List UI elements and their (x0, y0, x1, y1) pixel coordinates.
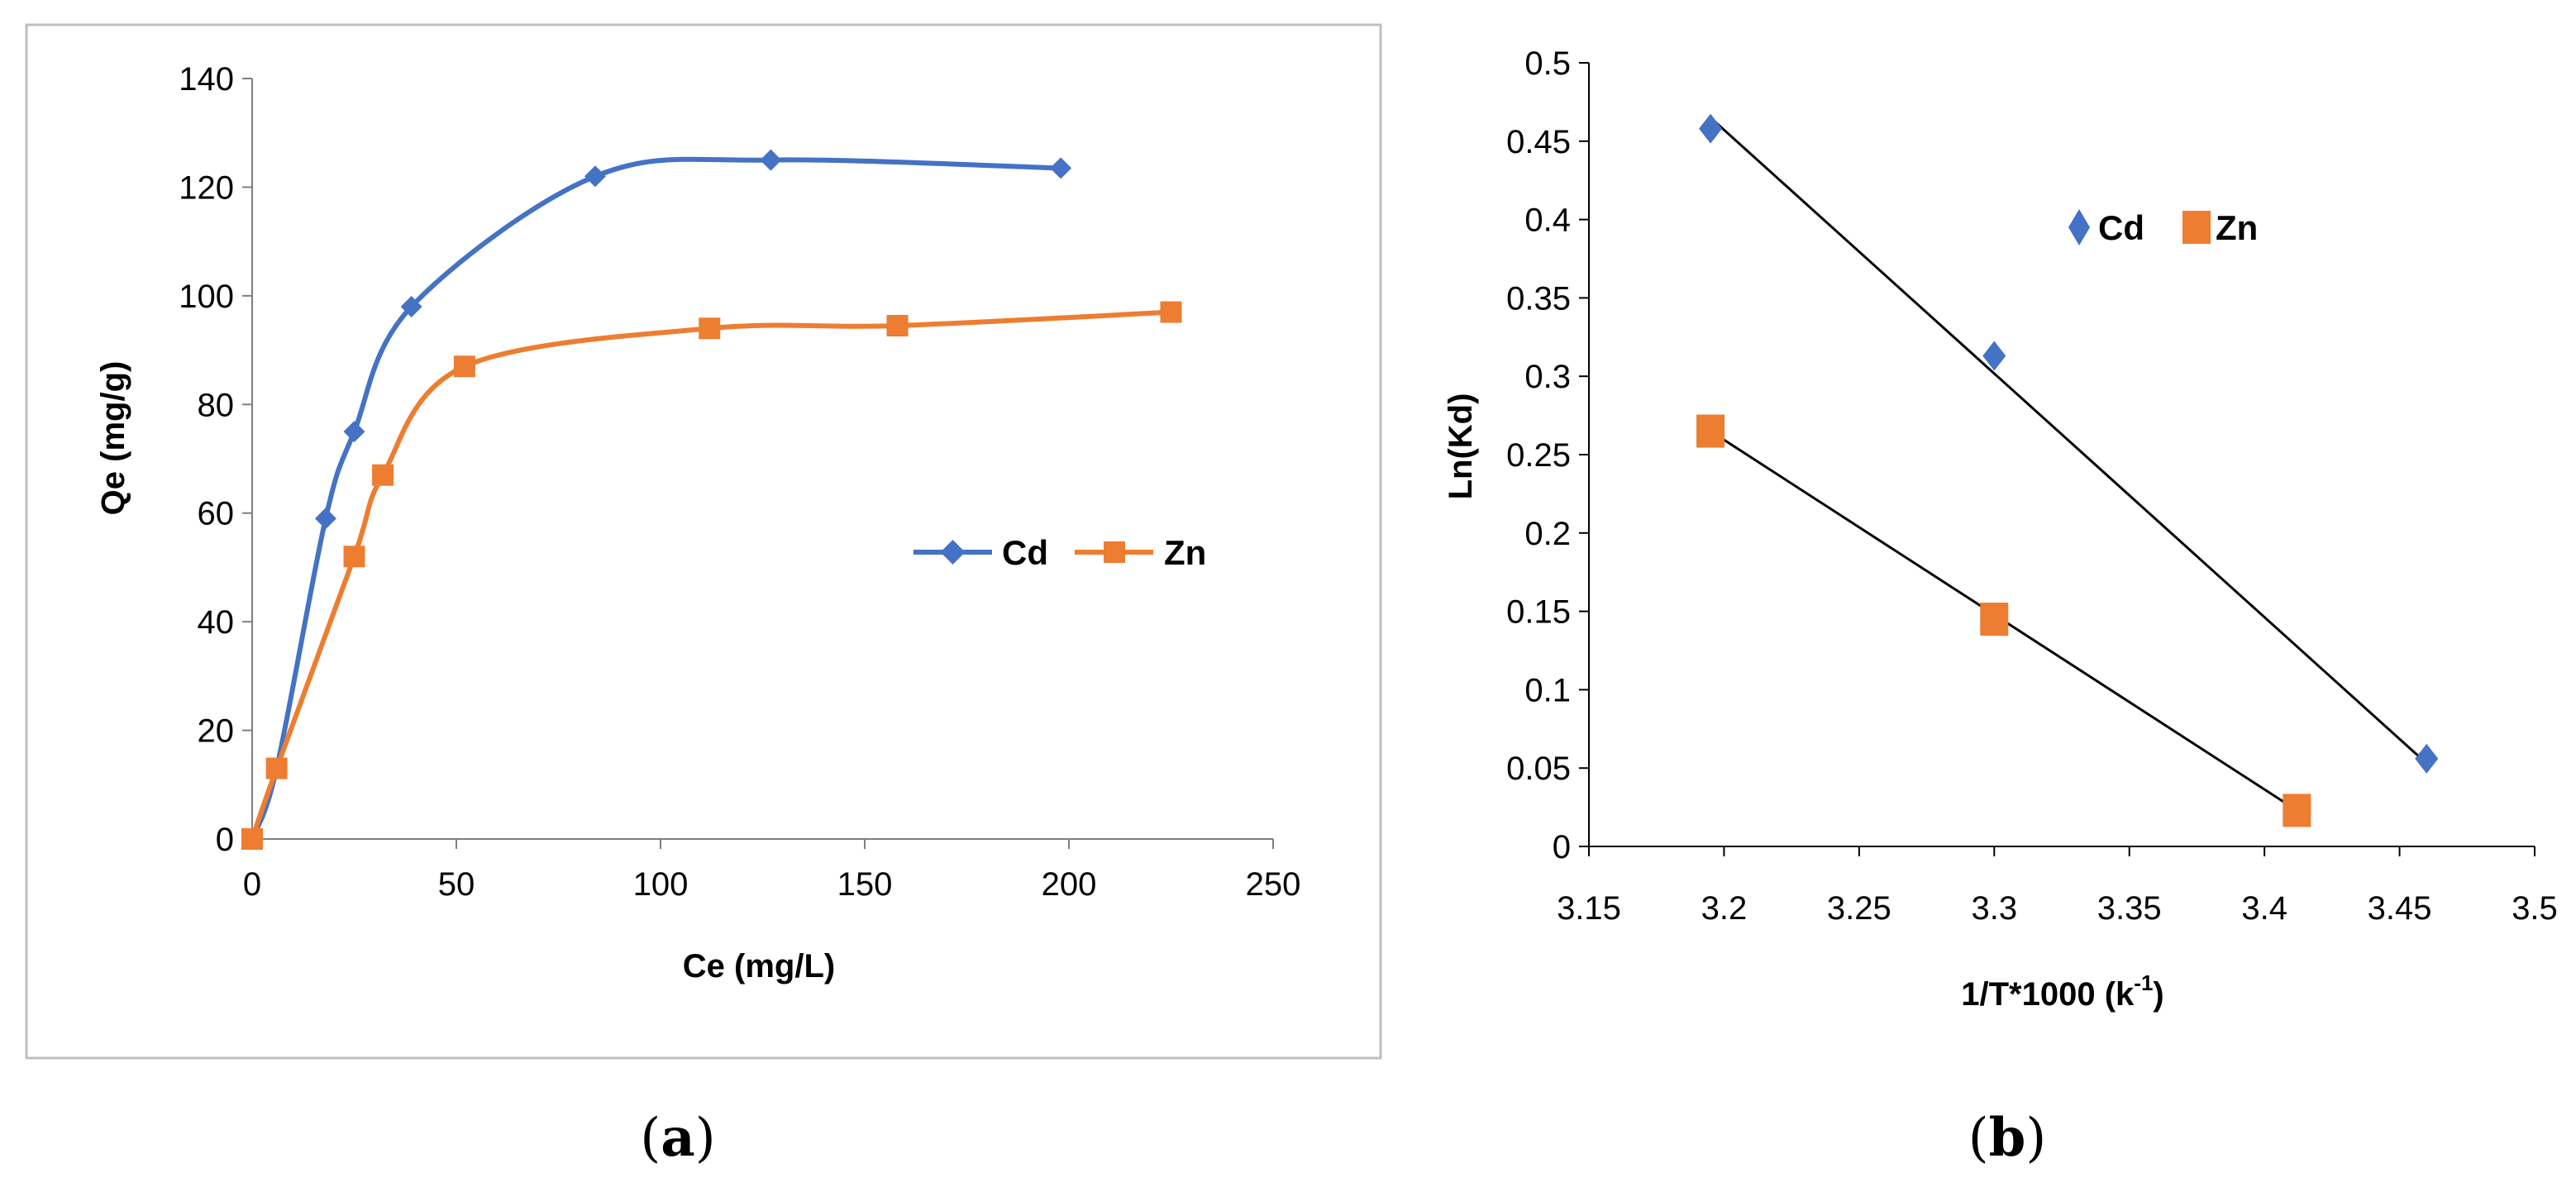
a-point-zn (241, 828, 263, 850)
a-point-zn (886, 315, 909, 336)
panel-a-axes (251, 79, 1273, 840)
b-x-tick-label: 3.15 (1557, 890, 1621, 927)
b-y-tick-label: 0.3 (1524, 359, 1571, 395)
a-y-tick-label: 120 (179, 169, 234, 206)
caption-a-letter: a (661, 1107, 694, 1169)
b-y-tick-label: 0.45 (1506, 124, 1571, 160)
b-point-zn (1696, 414, 1725, 448)
a-point-cd (1050, 157, 1072, 179)
b-x-tick-label: 3.2 (1701, 890, 1748, 927)
legend-b-zn-square-marker (2182, 211, 2211, 244)
panel-b-x-ticks: 3.15 3.2 3.25 3.3 3.35 3.4 3.45 3.5 (1557, 846, 2558, 927)
a-x-tick-label: 100 (633, 866, 689, 903)
b-x-tick-label: 3.25 (1827, 890, 1891, 927)
a-x-tick-label: 200 (1042, 866, 1097, 903)
panel-a-x-ticks: 0 50 100 150 200 250 (243, 839, 1301, 903)
a-x-tick-label: 0 (243, 866, 261, 903)
legend-zn-square-marker (1104, 541, 1125, 563)
panel-b-xlabel-sup: -1 (2134, 970, 2153, 995)
a-point-cd (584, 165, 606, 188)
a-point-zn (453, 355, 475, 378)
caption-a-open: ( (640, 1108, 661, 1169)
b-point-cd (1699, 113, 1723, 144)
panel-a-xlabel: Ce (mg/L) (683, 948, 835, 984)
b-y-tick-label: 0.2 (1524, 516, 1571, 552)
caption-b-letter: b (1989, 1107, 2026, 1169)
panel-a-y-ticks: 0 20 40 60 80 100 120 140 (179, 61, 252, 858)
panel-a: 0 20 40 60 80 100 120 140 0 50 100 150 200 250 Ce (m… (25, 23, 1382, 1060)
a-y-tick-label: 20 (198, 713, 235, 750)
legend-cd-diamond-marker (940, 540, 966, 565)
b-x-tick-label: 3.5 (2512, 890, 2558, 927)
caption-a: (a) (640, 1107, 715, 1169)
panel-b-xlabel-main: 1/T*1000 (k (1961, 976, 2135, 1013)
panel-a-series (241, 149, 1182, 850)
a-point-zn (372, 464, 394, 486)
b-trendline-cd (1710, 117, 2428, 765)
panel-b-legend: Cd Zn (2068, 208, 2258, 247)
a-point-zn (699, 317, 721, 340)
b-point-zn (1980, 603, 2009, 636)
legend-zn-label: Zn (1164, 533, 1206, 572)
caption-b-close: ) (2025, 1108, 2046, 1169)
caption-b: (b) (1968, 1107, 2047, 1169)
b-y-tick-label: 0.5 (1524, 45, 1571, 82)
b-x-tick-label: 3.45 (2368, 890, 2432, 927)
panel-b-series (1696, 113, 2439, 827)
a-point-zn (1160, 301, 1182, 323)
b-point-zn (2283, 794, 2311, 827)
panel-b: 0 0.05 0.1 0.15 0.2 0.25 0.3 0.35 0.4 0.45 0.5 3.1… (1443, 45, 2558, 1013)
b-x-tick-label: 3.3 (1971, 890, 2017, 927)
panel-b-axes (1588, 63, 2535, 847)
a-y-tick-label: 40 (198, 604, 235, 641)
a-x-tick-label: 250 (1246, 866, 1301, 903)
a-point-zn (343, 546, 365, 568)
panel-b-xlabel: 1/T*1000 (k-1) (1961, 970, 2163, 1013)
a-point-cd (400, 296, 422, 317)
b-y-tick-label: 0.35 (1506, 280, 1571, 317)
a-x-tick-label: 50 (438, 866, 475, 903)
b-y-tick-label: 0.4 (1524, 203, 1571, 239)
b-point-cd (1982, 341, 2006, 371)
a-point-cd (760, 149, 782, 171)
panel-b-xlabel-close: ) (2153, 976, 2163, 1013)
a-point-cd (314, 508, 336, 530)
a-y-tick-label: 140 (179, 61, 234, 98)
panel-a-ylabel: Qe (mg/g) (95, 361, 131, 516)
panel-b-ylabel: Ln(Kd) (1443, 393, 1479, 500)
caption-a-close: ) (695, 1108, 716, 1169)
a-y-tick-label: 60 (198, 496, 235, 532)
b-y-tick-label: 0.25 (1506, 437, 1571, 474)
b-y-tick-label: 0.15 (1506, 594, 1571, 631)
a-point-cd (343, 421, 365, 443)
b-y-tick-label: 0.05 (1506, 751, 1571, 787)
b-x-tick-label: 3.4 (2241, 890, 2287, 927)
panel-a-legend: Cd Zn (914, 533, 1206, 572)
legend-cd-label: Cd (1002, 533, 1048, 572)
legend-b-cd-diamond-marker (2068, 209, 2090, 246)
a-y-tick-label: 0 (216, 822, 234, 858)
b-x-tick-label: 3.35 (2097, 890, 2162, 927)
legend-b-cd-label: Cd (2098, 208, 2144, 247)
legend-b-zn-label: Zn (2216, 208, 2258, 247)
a-y-tick-label: 80 (198, 387, 235, 423)
a-point-zn (265, 757, 288, 779)
caption-b-open: ( (1968, 1108, 1989, 1169)
b-y-tick-label: 0.1 (1524, 672, 1571, 708)
b-y-tick-label: 0 (1553, 829, 1571, 865)
b-point-cd (2415, 743, 2439, 774)
a-y-tick-label: 100 (179, 279, 234, 315)
panel-b-y-ticks: 0 0.05 0.1 0.15 0.2 0.25 0.3 0.35 0.4 0.45 0.5 (1506, 45, 1589, 865)
a-x-tick-label: 150 (837, 866, 893, 903)
